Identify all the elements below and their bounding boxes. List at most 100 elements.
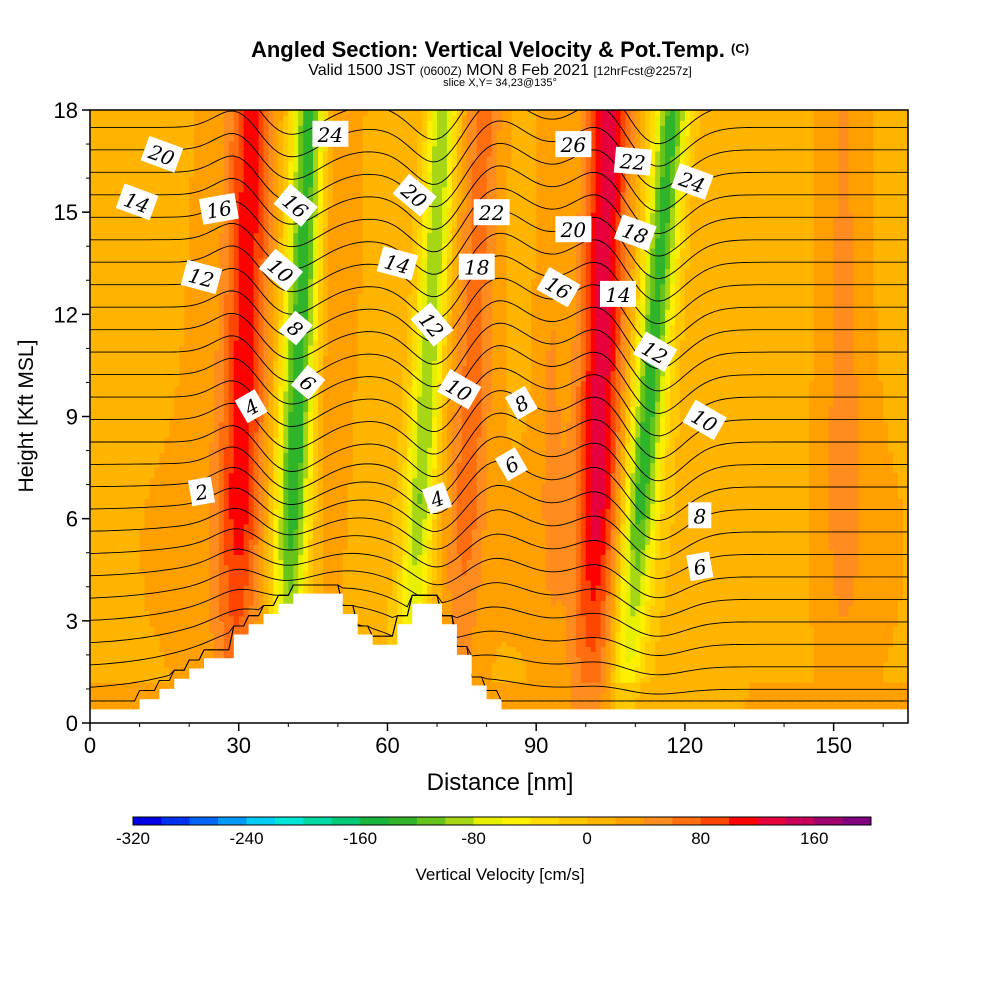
field-cell [228,319,235,326]
field-cell [119,217,126,223]
field-cell [164,569,170,576]
field-cell [109,385,116,392]
field-cell [184,539,190,545]
field-cell [288,493,294,499]
field-cell [233,334,240,341]
field-cell [273,207,279,213]
field-cell [223,222,230,229]
field-cell [199,590,205,596]
field-cell [109,406,116,412]
field-cell [134,411,141,418]
field-cell [213,625,220,632]
field-cell [154,539,161,545]
field-cell [124,539,131,545]
field-cell [184,406,190,412]
field-cell [253,212,260,218]
field-cell [283,390,289,397]
field-cell [99,442,106,448]
field-cell [238,201,245,208]
field-cell [174,309,180,315]
field-cell [238,559,245,566]
field-cell [248,585,255,591]
field-cell [243,447,250,453]
field-cell [139,324,146,331]
field-cell [119,125,126,132]
field-cell [114,161,121,167]
field-cell [258,161,265,167]
field-cell [258,595,265,601]
field-cell [124,493,131,499]
field-cell [213,222,220,229]
field-cell [268,110,275,116]
field-cell [248,477,255,484]
field-cell [99,355,106,361]
field-cell [154,692,161,699]
field-cell [208,431,215,438]
field-cell [99,631,106,637]
field-cell [94,590,101,596]
field-cell [213,155,220,162]
field-cell [184,299,190,305]
field-cell [278,539,284,545]
field-cell [253,339,260,346]
field-cell [213,539,220,545]
field-cell [144,263,151,269]
field-cell [119,258,126,264]
field-cell [94,585,101,591]
field-cell [199,564,205,571]
field-cell [218,283,225,290]
field-cell [263,493,270,499]
field-cell [109,227,116,234]
field-cell [273,293,279,300]
field-cell [218,544,225,550]
field-cell [238,232,245,239]
field-cell [139,671,146,678]
field-cell [144,539,151,545]
field-cell [228,585,235,591]
field-cell [194,242,200,249]
field-cell [189,401,195,407]
field-cell [109,590,116,596]
field-cell [144,406,151,412]
field-cell [268,201,275,208]
field-cell [273,161,279,167]
field-cell [159,370,165,377]
field-cell [278,447,284,453]
field-cell [194,222,200,229]
field-cell [233,222,240,229]
field-cell [213,498,220,504]
field-cell [208,396,215,402]
field-cell [174,314,180,321]
field-cell [213,436,220,443]
field-cell [124,181,131,188]
field-cell [238,222,245,229]
field-cell [179,288,185,295]
field-cell [124,247,131,254]
field-cell [283,150,289,157]
field-cell [174,564,180,571]
field-cell [218,273,225,280]
field-cell [268,222,275,229]
field-cell [258,513,265,520]
field-cell [208,258,215,264]
field-cell [273,431,279,438]
field-cell [159,181,165,188]
field-cell [104,334,111,341]
field-cell [114,625,121,632]
field-cell [199,533,205,540]
field-cell [278,564,284,571]
field-cell [218,416,225,423]
field-cell [288,421,294,428]
field-cell [208,140,215,147]
field-cell [204,171,210,178]
field-cell [99,237,106,244]
field-cell [189,574,195,581]
field-cell [134,242,141,249]
field-cell [184,554,190,561]
field-cell [169,498,175,504]
field-cell [199,559,205,566]
field-cell [213,600,220,607]
field-cell [114,150,121,157]
field-cell [104,426,111,433]
field-cell [159,201,165,208]
